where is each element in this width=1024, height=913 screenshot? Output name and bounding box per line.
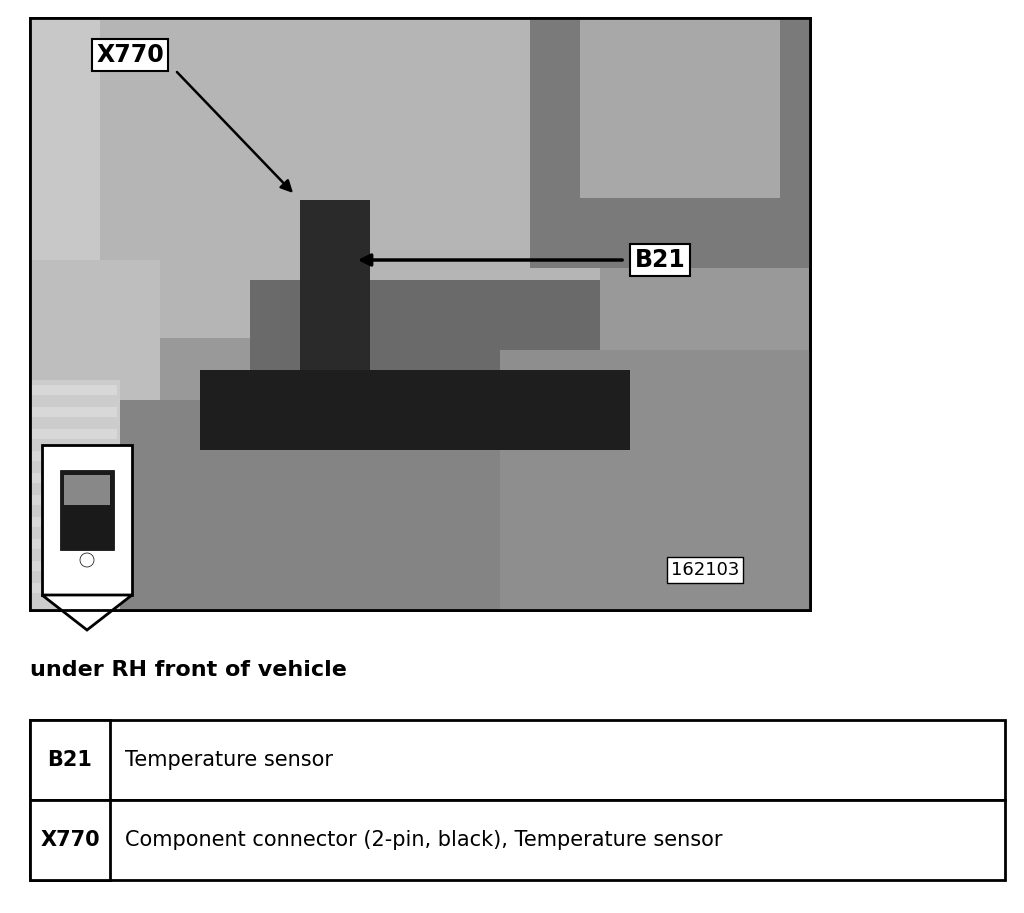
Bar xyxy=(200,370,630,450)
Bar xyxy=(500,350,810,610)
Bar xyxy=(30,380,120,610)
Text: under RH front of vehicle: under RH front of vehicle xyxy=(30,660,347,680)
Bar xyxy=(30,720,110,800)
Bar xyxy=(32,539,117,549)
Bar xyxy=(32,517,117,527)
Bar xyxy=(63,475,110,505)
Bar xyxy=(30,260,160,440)
Text: X770: X770 xyxy=(40,830,99,850)
Text: Component connector (2-pin, black), Temperature sensor: Component connector (2-pin, black), Temp… xyxy=(125,830,723,850)
Text: B21: B21 xyxy=(47,750,92,770)
Bar xyxy=(300,200,370,400)
Bar xyxy=(30,720,1005,800)
Text: 162103: 162103 xyxy=(671,561,739,579)
Bar xyxy=(580,18,780,198)
Text: B21: B21 xyxy=(635,248,685,272)
Bar xyxy=(60,470,114,550)
Text: Temperature sensor: Temperature sensor xyxy=(125,750,333,770)
Bar xyxy=(100,18,600,338)
Polygon shape xyxy=(42,595,132,630)
Bar xyxy=(30,18,810,610)
Bar xyxy=(530,18,810,268)
Bar xyxy=(32,429,117,439)
Bar xyxy=(32,385,117,395)
Bar xyxy=(30,800,110,880)
Bar xyxy=(250,280,600,610)
Bar xyxy=(30,18,810,610)
Bar xyxy=(32,583,117,593)
Bar xyxy=(32,495,117,505)
Bar xyxy=(32,451,117,461)
Bar xyxy=(30,800,1005,880)
Bar xyxy=(120,400,620,610)
Circle shape xyxy=(80,553,94,567)
Bar xyxy=(42,445,132,595)
Bar xyxy=(32,407,117,417)
Text: X770: X770 xyxy=(96,43,164,67)
Bar xyxy=(30,18,230,298)
Bar xyxy=(32,561,117,571)
Bar xyxy=(32,473,117,483)
